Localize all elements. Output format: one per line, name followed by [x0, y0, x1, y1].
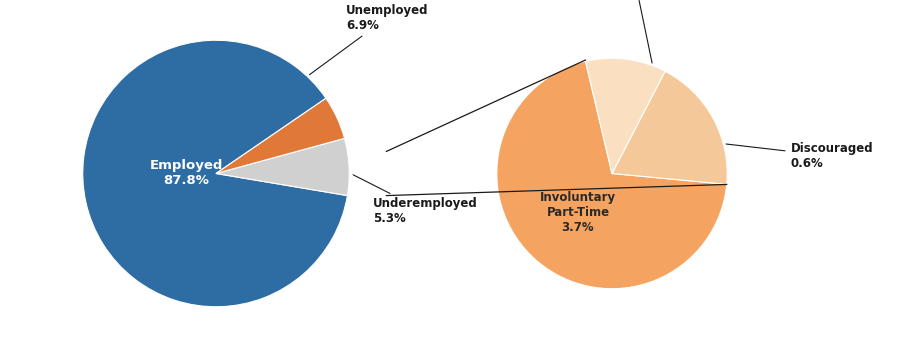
- Wedge shape: [83, 40, 347, 307]
- Wedge shape: [216, 138, 349, 196]
- Text: Involuntary
Part-Time
3.7%: Involuntary Part-Time 3.7%: [540, 191, 616, 234]
- Text: Employed
87.8%: Employed 87.8%: [150, 160, 223, 187]
- Wedge shape: [612, 71, 727, 184]
- Wedge shape: [586, 58, 665, 174]
- Text: Underemployed
5.3%: Underemployed 5.3%: [353, 175, 478, 226]
- Text: Marginally Attached
1.0%: Marginally Attached 1.0%: [568, 0, 702, 63]
- Text: Unemployed
6.9%: Unemployed 6.9%: [310, 4, 428, 75]
- Wedge shape: [497, 61, 726, 289]
- Wedge shape: [216, 98, 345, 174]
- Text: Discouraged
0.6%: Discouraged 0.6%: [726, 142, 873, 170]
